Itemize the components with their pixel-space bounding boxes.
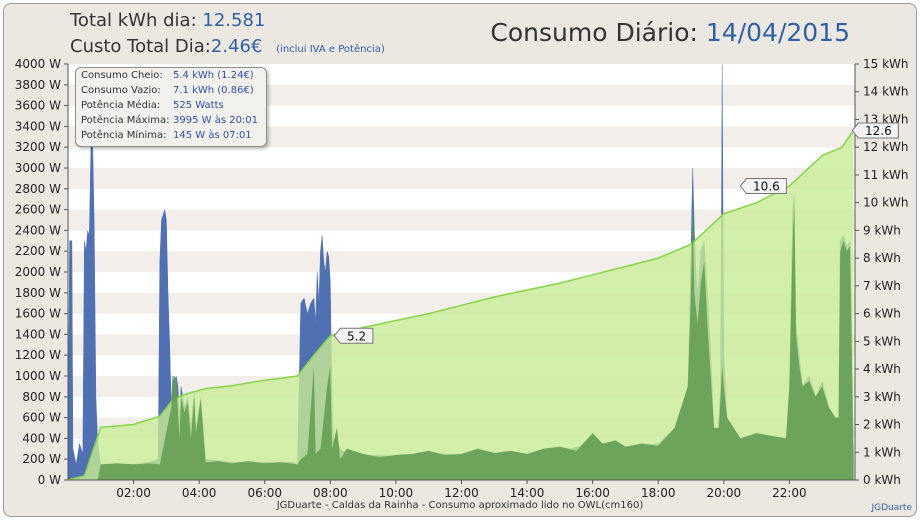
plot-band <box>68 209 855 231</box>
footer-text: JGDuarte - Caldas da Rainha - Consumo ap… <box>276 500 644 511</box>
plot-band <box>68 168 855 189</box>
tooltip-label: Potência Máxima: <box>81 115 170 126</box>
annotation-flag <box>333 327 374 344</box>
y-left-tick-label: 1200 W <box>15 348 61 362</box>
y-right-tick-label: 3 kWh <box>863 390 901 404</box>
y-left-tick-label: 3200 W <box>15 140 61 154</box>
y-right-tick-label: 5 kWh <box>863 334 901 348</box>
x-tick-label: 02:00 <box>116 486 151 500</box>
plot-band <box>68 230 855 252</box>
plot-band <box>68 188 855 210</box>
annotation-flag <box>851 122 899 139</box>
y-right-tick-label: 2 kWh <box>863 418 901 432</box>
page-title-date: 14/04/2015 <box>705 18 850 47</box>
y-right-tick-label: 12 kWh <box>863 140 909 154</box>
annotation-label: 10.6 <box>753 180 780 194</box>
tooltip-row: Consumo Vazio: 7.1 kWh (0.86€) <box>81 85 254 96</box>
tooltip-value: 5.4 kWh (1.24€) <box>173 70 254 81</box>
total-cost-value: 2.46€ <box>210 36 263 57</box>
tooltip-value: 3995 W às 20:01 <box>173 115 259 126</box>
y-right-tick-label: 11 kWh <box>863 168 909 182</box>
x-tick-label: 16:00 <box>575 486 610 500</box>
annotation-flag <box>739 178 787 195</box>
power-area-cheio-overlay <box>68 204 854 480</box>
y-left-tick-label: 0 W <box>38 473 61 487</box>
tooltip-value: 525 Watts <box>173 100 224 111</box>
y-left-tick-label: 3000 W <box>15 161 61 175</box>
y-left-tick-label: 2800 W <box>15 182 61 196</box>
y-left-tick-label: 600 W <box>22 411 61 425</box>
annotation-label: 12.6 <box>865 124 892 138</box>
tooltip-value: 7.1 kWh (0.86€) <box>173 85 254 96</box>
total-kwh-label: Total kWh dia: <box>70 10 197 31</box>
total-cost-note: (inclui IVA e Potência) <box>276 44 385 55</box>
y-left-tick-label: 4000 W <box>15 57 61 71</box>
y-right-tick-label: 1 kWh <box>863 445 901 459</box>
total-cost: Custo Total Dia:2.46€ (inclui IVA e Potê… <box>70 36 385 57</box>
y-left-tick-label: 200 W <box>22 452 61 466</box>
tooltip-row: Potência Média: 525 Watts <box>81 100 224 111</box>
y-left-tick-label: 2400 W <box>15 223 61 237</box>
total-cost-label: Custo Total Dia: <box>70 36 211 57</box>
y-left-tick-label: 3400 W <box>15 119 61 133</box>
y-right-tick-label: 6 kWh <box>863 307 901 321</box>
y-left-tick-label: 800 W <box>22 390 61 404</box>
y-left-tick-label: 1800 W <box>15 286 61 300</box>
tooltip-row: Potência Máxima: 3995 W às 20:01 <box>81 115 258 126</box>
annotation-label: 5.2 <box>347 329 366 343</box>
y-right-tick-label: 10 kWh <box>863 196 909 210</box>
total-kwh-value: 12.581 <box>202 10 266 31</box>
y-left-tick-label: 3600 W <box>15 99 61 113</box>
tooltip-value: 145 W às 07:01 <box>173 130 252 141</box>
x-tick-label: 10:00 <box>379 486 414 500</box>
x-tick-label: 14:00 <box>510 486 545 500</box>
x-tick-label: 22:00 <box>772 486 807 500</box>
y-right-tick-label: 4 kWh <box>863 362 901 376</box>
y-left-tick-label: 2200 W <box>15 244 61 258</box>
y-right-tick-label: 0 kWh <box>863 473 901 487</box>
tooltip-row: Potência Mínima: 145 W às 07:01 <box>81 130 252 141</box>
y-right-tick-label: 9 kWh <box>863 223 901 237</box>
y-right-tick-label: 15 kWh <box>863 57 909 71</box>
x-tick-label: 06:00 <box>247 486 282 500</box>
tooltip-label: Potência Mínima: <box>81 130 167 141</box>
y-left-tick-label: 1400 W <box>15 327 61 341</box>
y-left-tick-label: 1600 W <box>15 307 61 321</box>
tooltip-label: Potência Média: <box>81 100 161 111</box>
page-title: Consumo Diário: 14/04/2015 <box>490 18 850 47</box>
plot-band <box>68 147 855 168</box>
y-left-tick-label: 2000 W <box>15 265 61 279</box>
total-kwh: Total kWh dia: 12.581 <box>70 10 265 31</box>
tooltip-label: Consumo Vazio: <box>81 85 161 96</box>
energy-area <box>68 130 854 480</box>
energy-line <box>67 130 855 481</box>
x-tick-label: 18:00 <box>641 486 676 500</box>
x-tick-label: 08:00 <box>313 486 348 500</box>
y-left-tick-label: 2600 W <box>15 203 61 217</box>
tooltip-row: Consumo Cheio: 5.4 kWh (1.24€) <box>81 70 254 81</box>
footer-credit[interactable]: JGDuarte <box>871 503 912 513</box>
y-right-tick-label: 7 kWh <box>863 279 901 293</box>
y-left-tick-label: 3800 W <box>15 78 61 92</box>
y-left-tick-label: 400 W <box>22 431 61 445</box>
page-title-prefix: Consumo Diário: <box>490 18 698 47</box>
x-tick-label: 04:00 <box>182 486 217 500</box>
summary-tooltip: Consumo Cheio: 5.4 kWh (1.24€) Consumo Va… <box>75 67 267 147</box>
x-tick-label: 12:00 <box>444 486 479 500</box>
y-left-tick-label: 1000 W <box>15 369 61 383</box>
x-tick-label: 20:00 <box>707 486 742 500</box>
y-right-tick-label: 8 kWh <box>863 251 901 265</box>
tooltip-label: Consumo Cheio: <box>81 70 163 81</box>
y-right-tick-label: 14 kWh <box>863 85 909 99</box>
